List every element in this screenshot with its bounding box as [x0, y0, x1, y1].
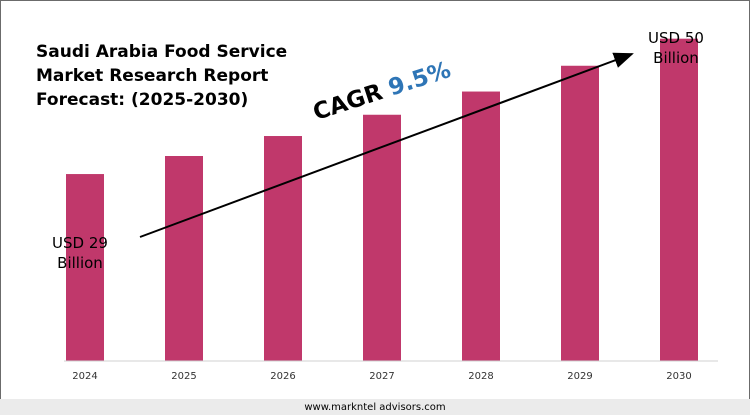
growth-arrow	[139, 52, 634, 238]
x-tick-label-2030: 2030	[666, 371, 691, 382]
x-tick-label-2029: 2029	[567, 371, 592, 382]
website-text: www.markntel advisors.com	[304, 402, 446, 413]
bar-2025	[165, 156, 203, 361]
x-tick-label-2028: 2028	[468, 371, 493, 382]
start-value-label: USD 29 Billion	[52, 234, 108, 272]
bar-2024	[66, 174, 104, 361]
x-tick-label-2025: 2025	[171, 371, 196, 382]
footer: www.markntel advisors.com	[0, 399, 750, 415]
bar-2026	[264, 136, 302, 361]
chart-title: Saudi Arabia Food Service Market Researc…	[36, 42, 288, 110]
x-tick-label-2026: 2026	[270, 371, 295, 382]
end-value-label: USD 50 Billion	[648, 29, 704, 67]
bar-chart: 2024 2025 2026 2027 2028 2029 2030	[64, 38, 718, 382]
bar-2030	[660, 38, 698, 362]
bar-2029	[561, 65, 599, 361]
bar-2028	[462, 91, 500, 362]
x-tick-label-2027: 2027	[369, 371, 394, 382]
x-tick-label-2024: 2024	[72, 371, 97, 382]
bar-2027	[363, 114, 401, 361]
